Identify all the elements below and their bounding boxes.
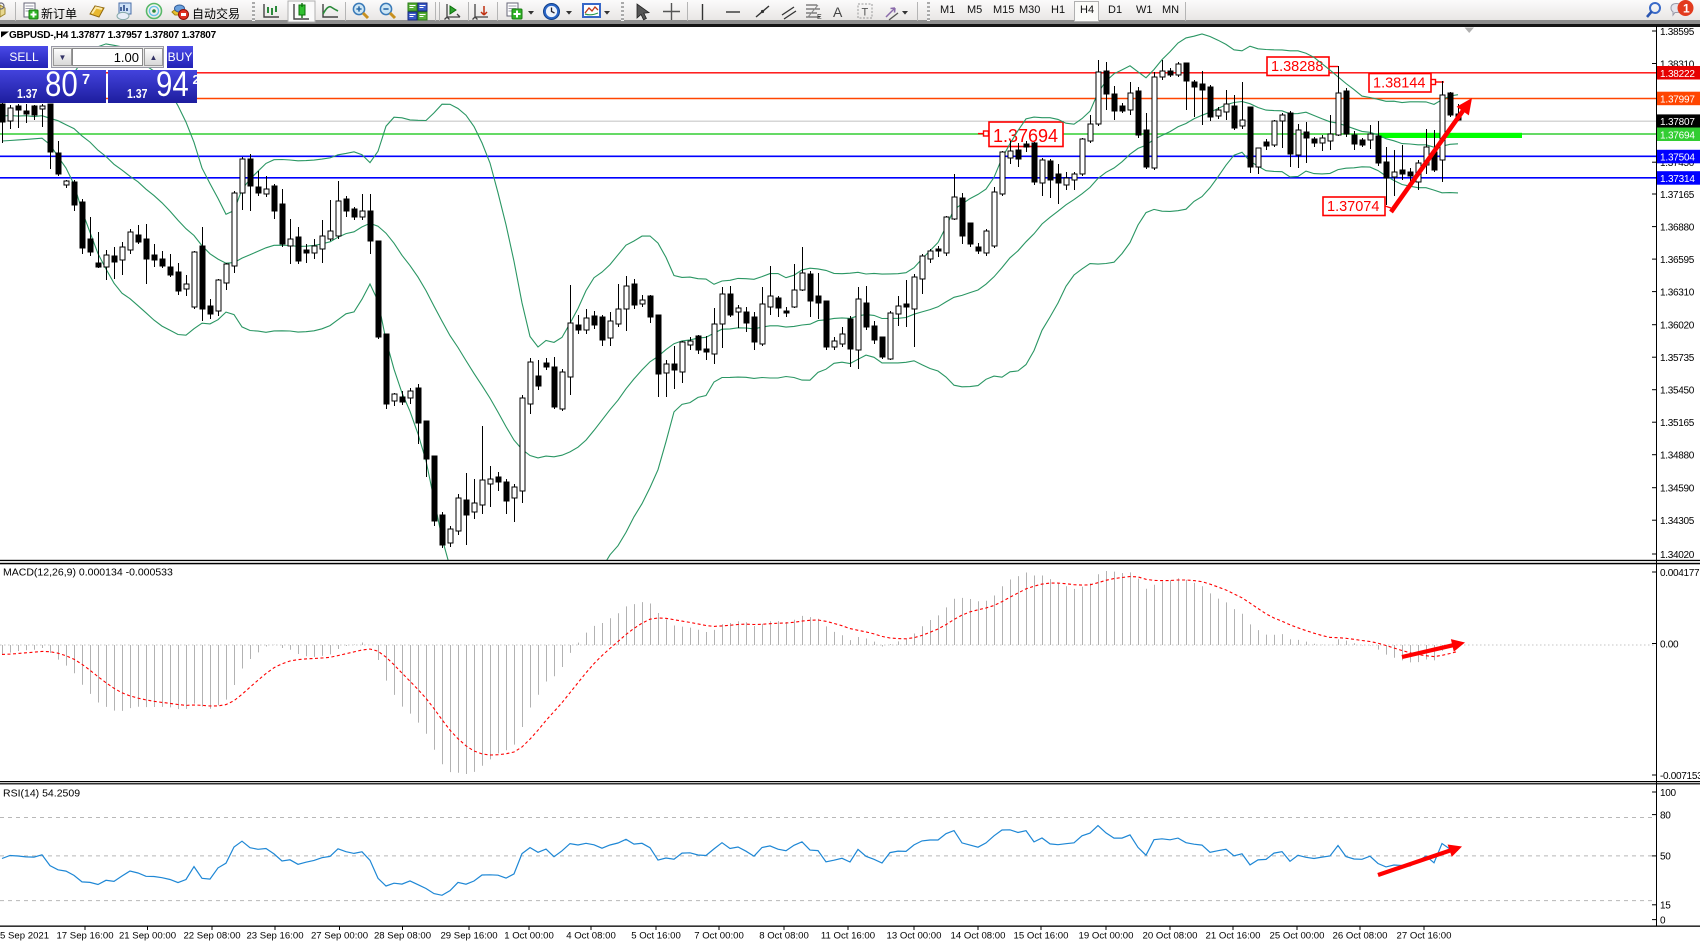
svg-text:17 Sep 16:00: 17 Sep 16:00 <box>56 931 113 942</box>
svg-text:T: T <box>862 7 869 19</box>
svg-text:13 Oct 00:00: 13 Oct 00:00 <box>887 931 942 942</box>
svg-text:1.38595: 1.38595 <box>1660 27 1695 38</box>
svg-text:5 Sep 2021: 5 Sep 2021 <box>0 931 49 942</box>
svg-text:1.36880: 1.36880 <box>1660 222 1695 233</box>
svg-text:4 Oct 08:00: 4 Oct 08:00 <box>566 931 616 942</box>
svg-text:0.00: 0.00 <box>1660 639 1679 650</box>
svg-text:1.37694: 1.37694 <box>993 126 1058 146</box>
svg-text:1.36020: 1.36020 <box>1660 321 1695 332</box>
svg-text:0: 0 <box>1660 915 1666 926</box>
svg-text:19 Oct 00:00: 19 Oct 00:00 <box>1079 931 1134 942</box>
svg-text:23 Sep 16:00: 23 Sep 16:00 <box>246 931 303 942</box>
svg-text:0.004177: 0.004177 <box>1660 568 1700 579</box>
svg-text:1: 1 <box>1683 2 1690 16</box>
svg-text:25 Oct 00:00: 25 Oct 00:00 <box>1270 931 1325 942</box>
svg-text:1.35735: 1.35735 <box>1660 353 1695 364</box>
svg-text:1.35450: 1.35450 <box>1660 386 1695 397</box>
svg-text:A: A <box>833 4 843 20</box>
svg-text:1.38222: 1.38222 <box>1660 69 1695 80</box>
svg-text:26 Oct 08:00: 26 Oct 08:00 <box>1333 931 1388 942</box>
svg-text:1.38288: 1.38288 <box>1271 59 1323 75</box>
svg-text:21 Sep 00:00: 21 Sep 00:00 <box>119 931 176 942</box>
svg-text:1.37450: 1.37450 <box>1660 158 1695 169</box>
svg-text:GBPUSD-,H4 1.37877 1.37957 1.: GBPUSD-,H4 1.37877 1.37957 1.37807 1.378… <box>9 30 217 41</box>
svg-text:1.37997: 1.37997 <box>1660 95 1695 106</box>
svg-text:1.37807: 1.37807 <box>1660 117 1695 128</box>
svg-text:1.36595: 1.36595 <box>1660 255 1695 266</box>
svg-text:1.38310: 1.38310 <box>1660 59 1695 70</box>
svg-text:22 Sep 08:00: 22 Sep 08:00 <box>183 931 240 942</box>
svg-text:27 Sep 00:00: 27 Sep 00:00 <box>311 931 368 942</box>
svg-text:1.37074: 1.37074 <box>1327 199 1379 215</box>
svg-text:11 Oct 16:00: 11 Oct 16:00 <box>821 931 875 942</box>
svg-text:RSI(14) 54.2509: RSI(14) 54.2509 <box>3 788 80 800</box>
svg-text:29 Sep 16:00: 29 Sep 16:00 <box>440 931 497 942</box>
svg-text:80: 80 <box>1660 810 1671 821</box>
svg-text:1.35165: 1.35165 <box>1660 418 1695 429</box>
svg-text:7 Oct 00:00: 7 Oct 00:00 <box>694 931 744 942</box>
svg-text:5 Oct 16:00: 5 Oct 16:00 <box>631 931 681 942</box>
svg-text:15: 15 <box>1660 901 1671 912</box>
svg-text:1.38144: 1.38144 <box>1373 76 1425 92</box>
svg-text:1.34020: 1.34020 <box>1660 550 1695 561</box>
svg-text:1 Oct 00:00: 1 Oct 00:00 <box>504 931 554 942</box>
svg-text:20 Oct 08:00: 20 Oct 08:00 <box>1143 931 1198 942</box>
svg-text:1.37314: 1.37314 <box>1660 174 1695 185</box>
svg-text:1.34590: 1.34590 <box>1660 484 1695 495</box>
svg-text:100: 100 <box>1660 788 1677 799</box>
svg-text:50: 50 <box>1660 852 1671 863</box>
svg-text:E: E <box>817 14 822 21</box>
svg-text:MACD(12,26,9) 0.000134 -0.0005: MACD(12,26,9) 0.000134 -0.000533 <box>3 567 173 579</box>
svg-text:1.34880: 1.34880 <box>1660 451 1695 462</box>
svg-text:28 Sep 08:00: 28 Sep 08:00 <box>374 931 431 942</box>
svg-text:-0.007153: -0.007153 <box>1660 771 1700 782</box>
svg-text:15 Oct 16:00: 15 Oct 16:00 <box>1014 931 1069 942</box>
svg-text:1.36310: 1.36310 <box>1660 287 1695 298</box>
svg-text:14 Oct 08:00: 14 Oct 08:00 <box>951 931 1006 942</box>
svg-text:8 Oct 08:00: 8 Oct 08:00 <box>759 931 809 942</box>
svg-text:1.34305: 1.34305 <box>1660 516 1695 527</box>
svg-text:1.37694: 1.37694 <box>1660 130 1695 141</box>
svg-text:27 Oct 16:00: 27 Oct 16:00 <box>1397 931 1452 942</box>
svg-text:1.37165: 1.37165 <box>1660 190 1695 201</box>
svg-text:21 Oct 16:00: 21 Oct 16:00 <box>1206 931 1261 942</box>
svg-text:1.37504: 1.37504 <box>1660 153 1695 164</box>
